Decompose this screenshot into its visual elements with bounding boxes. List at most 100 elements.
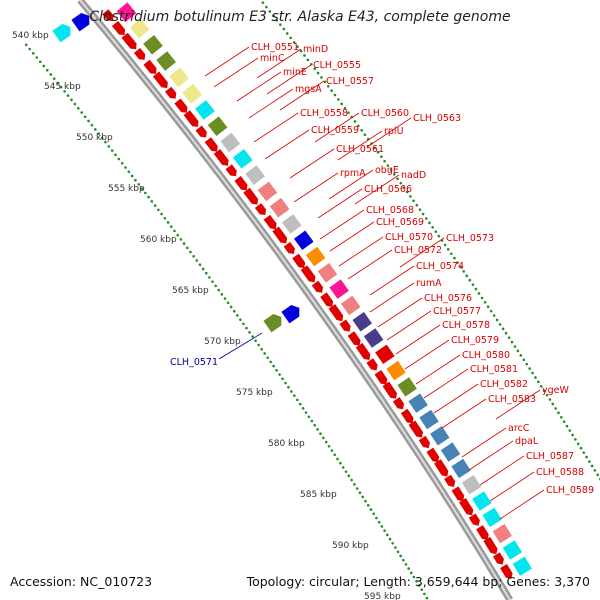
forward-gene-arrow[interactable] [263, 214, 279, 232]
forward-gene-arrow[interactable] [102, 9, 116, 23]
cog-block[interactable] [305, 246, 326, 267]
cog-block[interactable] [257, 181, 278, 202]
forward-gene-arrow[interactable] [272, 226, 289, 246]
gene-label[interactable]: minE [283, 67, 307, 78]
forward-gene-arrow[interactable] [143, 59, 159, 77]
gene-label[interactable]: CLH_0583 [488, 394, 536, 405]
gene-label[interactable]: CLH_0576 [424, 293, 472, 304]
gene-label[interactable]: mgsA [295, 84, 322, 95]
forward-gene-arrow[interactable] [254, 203, 269, 217]
gene-label[interactable]: CLH_0561 [336, 144, 384, 155]
gene-label[interactable]: nadD [401, 170, 426, 181]
forward-gene-arrow[interactable] [213, 149, 231, 168]
forward-gene-arrow[interactable] [451, 486, 467, 503]
cog-block[interactable] [430, 426, 450, 446]
forward-gene-arrow[interactable] [195, 125, 210, 140]
forward-gene-arrow[interactable] [111, 20, 128, 38]
cog-block[interactable] [408, 393, 428, 413]
forward-gene-arrow[interactable] [121, 32, 140, 52]
gene-label[interactable]: CLH_0580 [462, 350, 510, 361]
cog-block[interactable] [220, 132, 241, 153]
forward-gene-arrow[interactable] [283, 241, 298, 256]
forward-gene-arrow[interactable] [418, 435, 432, 450]
gene-label[interactable]: CLH_0587 [526, 451, 574, 462]
gene-label[interactable]: ygeW [542, 385, 569, 396]
cog-block[interactable] [169, 67, 189, 88]
forward-gene-arrow[interactable] [328, 304, 346, 323]
gene-label[interactable]: CLH_0573 [446, 233, 494, 244]
cog-block[interactable] [269, 197, 290, 218]
gene-label[interactable]: CLH_0559 [311, 125, 359, 136]
gene-label[interactable]: CLH_0569 [376, 217, 424, 228]
gene-label[interactable]: rplU [384, 126, 404, 137]
cog-block[interactable] [245, 165, 265, 185]
gene-label[interactable]: CLH_0570 [385, 232, 433, 243]
cog-block[interactable] [129, 18, 150, 39]
gene-label[interactable]: CLH_0558 [300, 108, 348, 119]
gene-label[interactable]: CLH_0566 [364, 184, 412, 195]
cog-block[interactable] [317, 263, 338, 283]
reverse-gene-arrow[interactable] [71, 10, 93, 32]
cog-block[interactable] [363, 328, 384, 348]
forward-gene-arrow[interactable] [174, 98, 190, 116]
forward-gene-arrow[interactable] [408, 420, 426, 439]
forward-gene-arrow[interactable] [152, 71, 170, 90]
gene-label[interactable]: CLH_0568 [366, 205, 414, 216]
forward-gene-arrow[interactable] [392, 397, 406, 411]
reverse-gene-arrow[interactable] [52, 21, 74, 43]
gene-label[interactable]: rpmA [340, 168, 366, 179]
forward-gene-arrow[interactable] [311, 280, 325, 295]
cog-block[interactable] [397, 377, 417, 397]
forward-gene-arrow[interactable] [366, 358, 379, 372]
forward-gene-arrow[interactable] [468, 513, 482, 528]
cog-block[interactable] [451, 458, 471, 479]
forward-gene-arrow[interactable] [355, 342, 373, 362]
reverse-gene-arrow[interactable] [281, 302, 303, 324]
gene-label[interactable]: CLH_0555 [313, 60, 361, 71]
gene-label[interactable]: CLH_0579 [451, 335, 499, 346]
gene-label[interactable]: obgE [375, 165, 399, 176]
forward-gene-arrow[interactable] [165, 86, 179, 101]
gene-label[interactable]: CLH_0581 [470, 364, 518, 375]
forward-gene-arrow[interactable] [133, 47, 148, 62]
cog-block[interactable] [375, 344, 395, 365]
forward-gene-arrow[interactable] [459, 498, 475, 517]
gene-label[interactable]: arcC [508, 423, 530, 434]
cog-block[interactable] [156, 51, 176, 71]
gene-label-reverse[interactable]: CLH_0571 [170, 357, 218, 368]
forward-gene-arrow[interactable] [444, 474, 457, 489]
cog-block[interactable] [482, 507, 502, 527]
cog-block[interactable] [492, 524, 512, 544]
forward-gene-arrow[interactable] [500, 563, 515, 581]
cog-block[interactable] [182, 83, 202, 104]
cog-block[interactable] [352, 311, 372, 332]
gene-label[interactable]: CLH_0563 [413, 113, 461, 124]
gene-label[interactable]: CLH_0551 [251, 42, 299, 53]
cog-block[interactable] [232, 148, 253, 169]
cog-block[interactable] [116, 2, 137, 23]
forward-gene-arrow[interactable] [243, 187, 260, 207]
forward-gene-arrow[interactable] [434, 459, 451, 478]
forward-gene-arrow[interactable] [382, 381, 400, 401]
cog-block[interactable] [461, 475, 482, 495]
gene-label[interactable]: CLH_0560 [361, 108, 409, 119]
forward-gene-arrow[interactable] [492, 552, 506, 566]
gene-label[interactable]: minD [303, 44, 328, 55]
gene-label[interactable]: CLH_0588 [536, 467, 584, 478]
cog-block[interactable] [440, 442, 461, 462]
cog-block[interactable] [512, 556, 532, 576]
forward-gene-arrow[interactable] [300, 265, 318, 284]
cog-block[interactable] [207, 116, 228, 137]
forward-gene-arrow[interactable] [320, 292, 335, 309]
cog-block[interactable] [281, 214, 302, 234]
gene-label[interactable]: CLH_0589 [546, 485, 594, 496]
forward-gene-arrow[interactable] [426, 447, 441, 465]
cog-block[interactable] [293, 230, 314, 251]
gene-label[interactable]: dpaL [515, 436, 539, 447]
cog-block[interactable] [419, 409, 439, 430]
forward-gene-arrow[interactable] [400, 408, 416, 426]
cog-block[interactable] [195, 100, 215, 120]
gene-label[interactable]: CLH_0582 [480, 379, 528, 390]
gene-label[interactable]: rumA [416, 278, 442, 289]
cog-block[interactable] [472, 491, 492, 511]
